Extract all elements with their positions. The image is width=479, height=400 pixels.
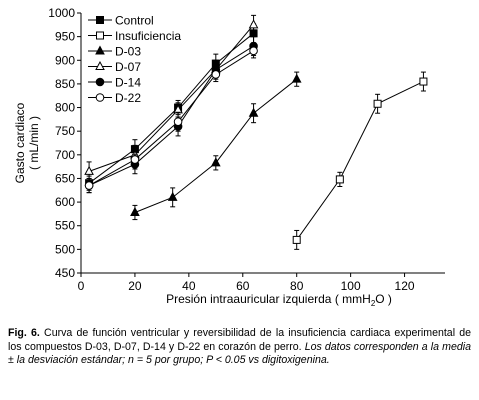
y-tick-label: 750 [55,124,75,138]
axes: 450 500 550 600 650 700 750 800 850 900 950 1000 0 20… [48,6,445,293]
series-d-22 [84,43,258,194]
y-tick-label: 800 [55,101,75,115]
y-tick-label: 850 [55,77,75,91]
series-insuficiencia [292,71,428,250]
cardiac-output-chart: 450 500 550 600 650 700 750 800 850 900 950 1000 0 20… [13,6,445,308]
data-point-d-03 [130,206,140,216]
y-tick-label: 500 [55,242,75,256]
x-axis-label: Presión intraauricular izquierda ( mmH2O… [166,292,392,308]
figure-caption: Fig. 6. Curva de función ventricular y r… [8,327,471,368]
y-tick-label: 700 [55,148,75,162]
data-point-d-22 [249,46,258,56]
y-axis-label-line1: Gasto cardiaco [13,102,27,183]
y-tick-label: 600 [55,195,75,209]
series-layer [84,14,428,250]
y-tick-label: 1000 [48,6,75,20]
legend-label-insuficiencia: Insuficiencia [115,29,181,43]
data-point-d-03 [167,191,178,201]
data-point-d-03 [210,157,221,167]
legend-label-d-03: D-03 [115,45,141,59]
x-axis-label-sub: 2 [371,299,376,308]
legend-label-control: Control [115,14,154,28]
x-tick-label: 80 [290,279,304,293]
data-point-d-03 [248,107,259,117]
legend-marker-insuficiencia [96,31,104,40]
data-point-d-07 [248,19,259,29]
caption-italic: Los datos corresponden a la media ± la d… [8,340,471,367]
legend-label-d-22: D-22 [115,91,141,105]
legend-marker-control [96,16,104,24]
series-line-d-03 [134,78,298,213]
legend-marker-d-14 [95,77,105,87]
data-point-d-22 [173,117,183,127]
legend-marker-d-22 [95,93,105,102]
x-tick-label: 60 [236,279,250,293]
y-tick-label: 900 [55,53,75,67]
data-point-d-22 [84,181,94,190]
legend-marker-d-07 [95,60,105,70]
series-d-03 [130,71,302,221]
series-line-d-07 [88,24,254,172]
series-line-insuficiencia [296,81,424,241]
y-tick-label: 650 [55,171,75,185]
data-point-d-03 [291,73,302,83]
data-point-insuficiencia [335,175,344,184]
x-tick-label: 120 [395,279,415,293]
y-tick-label: 450 [55,266,75,280]
x-axis-label-end: O ) [375,292,392,306]
x-tick-label: 100 [341,279,361,293]
data-point-d-07 [84,165,94,175]
data-point-insuficiencia [373,99,382,108]
y-tick-label: 950 [55,30,75,44]
x-tick-label: 40 [182,279,196,293]
x-tick-label: 0 [78,279,85,293]
y-axis-label-line2: ( mL/min ) [27,116,41,170]
data-point-insuficiencia [419,77,428,86]
caption-text: Curva de función ventricular y reversibi… [8,327,472,353]
y-tick-label: 550 [55,219,75,233]
data-point-d-22 [130,155,140,164]
x-axis-label-main: Presión intraauricular izquierda ( mmH [166,292,371,306]
legend-label-d-14: D-14 [115,76,141,90]
series-control [85,23,258,191]
caption-label: Fig. 6. [8,327,40,339]
legend-label-d-07: D-07 [115,60,141,74]
x-tick-label: 20 [128,279,142,293]
series-line-control [88,32,254,184]
legend-marker-d-03 [95,45,105,55]
data-point-insuficiencia [292,235,301,244]
data-point-d-22 [211,70,221,79]
